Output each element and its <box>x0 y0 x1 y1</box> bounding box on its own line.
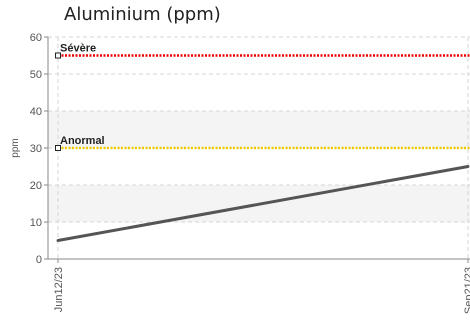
series-group <box>56 165 470 242</box>
y-tick-label: 50 <box>30 69 42 81</box>
y-tick-label: 0 <box>36 254 42 266</box>
shaded-band <box>48 111 470 148</box>
series-line <box>56 165 470 242</box>
x-tick-label: Jun12/23 <box>53 267 65 312</box>
y-tick-label: 60 <box>30 32 42 44</box>
y-tick-label: 10 <box>30 217 42 229</box>
reference-marker <box>55 145 61 151</box>
y-tick-label: 30 <box>30 143 42 155</box>
reference-label: Anormal <box>60 135 105 147</box>
x-tick-label: Sep21/23 <box>463 267 470 314</box>
chart-title: Aluminium (ppm) <box>64 4 221 25</box>
tick-labels: 0 10 20 30 40 50 60 Jun12/23 Sep21/23 <box>30 32 470 314</box>
y-tick-label: 20 <box>30 180 42 192</box>
reference-label: Sévère <box>60 43 96 55</box>
axes <box>44 36 470 263</box>
y-tick-label: 40 <box>30 106 42 118</box>
reference-lines: Sévère Anormal <box>55 43 470 151</box>
y-axis-label: ppm <box>10 138 21 157</box>
reference-marker <box>55 52 61 59</box>
